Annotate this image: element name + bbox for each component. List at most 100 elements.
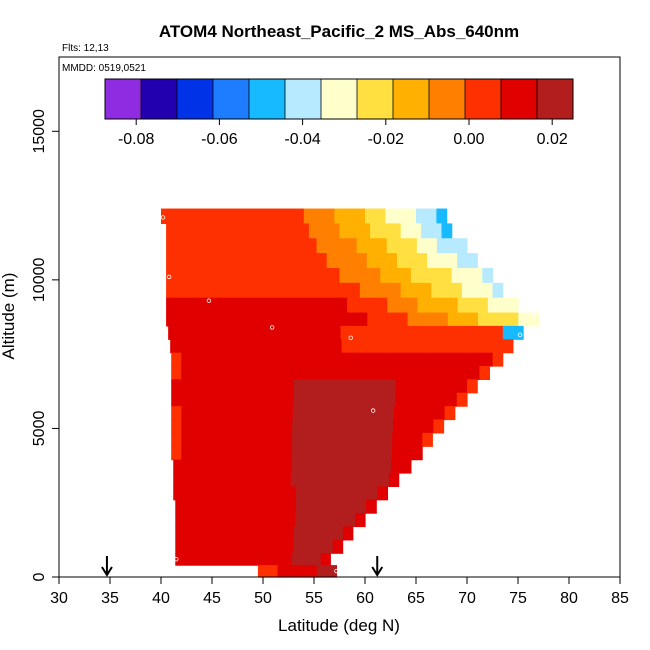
heatmap-cell xyxy=(280,366,292,380)
heatmap-cell xyxy=(451,282,463,299)
heatmap-cell xyxy=(221,432,233,447)
heatmap-cell xyxy=(236,297,248,314)
heatmap-cell xyxy=(259,325,271,340)
colorbar-tick-label: -0.08 xyxy=(118,131,155,148)
heatmap-cell xyxy=(269,325,281,340)
heatmap-cell xyxy=(426,238,438,254)
heatmap-cell xyxy=(492,282,504,299)
heatmap-cell xyxy=(335,513,346,528)
heatmap-cell xyxy=(220,366,232,380)
heatmap-cell xyxy=(282,419,293,434)
x-tick-label: 80 xyxy=(560,590,578,607)
heatmap-cell xyxy=(240,339,252,354)
heatmap-cell xyxy=(310,553,322,566)
heatmap-cell xyxy=(354,208,366,224)
heatmap-cell xyxy=(186,238,197,254)
heatmap-cell xyxy=(349,282,361,299)
colorbar-swatch xyxy=(285,79,322,119)
heatmap-cell xyxy=(402,432,413,447)
heatmap-cell xyxy=(395,208,407,224)
heatmap-cell xyxy=(191,432,202,447)
heatmap-cell xyxy=(231,432,243,447)
heatmap-cell xyxy=(370,223,381,239)
heatmap-cell xyxy=(341,352,353,367)
colorbar-swatch xyxy=(105,79,142,119)
heatmap-cell xyxy=(319,282,330,299)
heatmap-cell xyxy=(273,392,284,407)
heatmap-cell xyxy=(472,339,484,354)
heatmap-cell xyxy=(176,267,188,284)
heatmap-cell xyxy=(271,446,283,461)
heatmap-cell xyxy=(205,499,217,514)
heatmap-cell xyxy=(283,539,294,554)
heatmap-cell xyxy=(462,352,474,367)
heatmap-cell xyxy=(181,366,192,380)
heatmap-cell xyxy=(498,312,509,327)
heatmap-cell xyxy=(349,223,361,239)
heatmap-cell xyxy=(194,539,206,554)
heatmap-cell xyxy=(329,223,341,239)
heatmap-cell xyxy=(324,208,335,224)
heatmap-cell xyxy=(185,526,196,541)
heatmap-cell xyxy=(200,339,212,354)
heatmap-cell xyxy=(436,379,448,394)
heatmap-cell xyxy=(257,223,269,239)
heatmap-cell xyxy=(286,253,298,269)
heatmap-cell xyxy=(202,473,214,487)
heatmap-cell xyxy=(221,446,233,461)
heatmap-cell xyxy=(322,539,334,554)
heatmap-cell xyxy=(336,499,347,514)
heatmap-cell xyxy=(365,392,376,407)
heatmap-cell xyxy=(191,419,203,434)
heatmap-cell xyxy=(226,253,237,269)
heatmap-cell xyxy=(310,473,321,487)
heatmap-cell xyxy=(366,253,378,269)
heatmap-cell xyxy=(271,473,282,487)
heatmap-cell xyxy=(363,406,375,421)
heatmap-cell xyxy=(419,366,431,380)
heatmap-cell xyxy=(298,267,310,284)
sample-point xyxy=(517,332,523,338)
heatmap-cell xyxy=(196,223,208,239)
heatmap-cell xyxy=(289,325,301,340)
heatmap-cell xyxy=(216,253,227,269)
heatmap-cell xyxy=(362,352,373,367)
heatmap-cell xyxy=(351,339,363,354)
heatmap-cell xyxy=(462,325,473,340)
heatmap-cell xyxy=(211,432,223,447)
heatmap-cell xyxy=(372,352,383,367)
heatmap-cell xyxy=(400,267,412,284)
heatmap-cell xyxy=(397,297,408,314)
heatmap-cell xyxy=(370,282,381,299)
heatmap-cell xyxy=(472,325,484,340)
heatmap-cell xyxy=(203,486,215,501)
heatmap-cell xyxy=(331,446,343,461)
heatmap-cell xyxy=(371,339,383,354)
heatmap-cell xyxy=(401,459,412,474)
heatmap-cell xyxy=(316,238,328,254)
heatmap-cell xyxy=(262,406,274,421)
heatmap-cell xyxy=(293,526,305,541)
heatmap-cell xyxy=(370,366,381,380)
colorbar-swatch xyxy=(393,79,430,119)
heatmap-cell xyxy=(367,312,378,327)
sample-point xyxy=(348,335,353,340)
heatmap-cell xyxy=(225,499,237,514)
heatmap-cell xyxy=(216,297,228,314)
heatmap-cell xyxy=(456,238,468,254)
heatmap-cell xyxy=(390,267,402,284)
heatmap-cell xyxy=(359,473,370,487)
heatmap-cell xyxy=(392,446,403,461)
x-tick-label: 35 xyxy=(101,590,119,607)
heatmap-cell xyxy=(273,208,284,224)
heatmap-cell xyxy=(356,499,367,514)
heatmap-cell xyxy=(345,513,356,528)
heatmap-cell xyxy=(251,446,263,461)
heatmap-cell xyxy=(412,339,423,354)
heatmap-cell xyxy=(330,366,341,380)
heatmap-cell xyxy=(196,297,207,314)
heatmap-cell xyxy=(181,352,192,367)
heatmap-cell xyxy=(201,352,212,367)
heatmap-cell xyxy=(339,267,351,284)
colorbar: -0.08 -0.06 -0.04 -0.02 0.00 0.02 xyxy=(104,78,574,148)
